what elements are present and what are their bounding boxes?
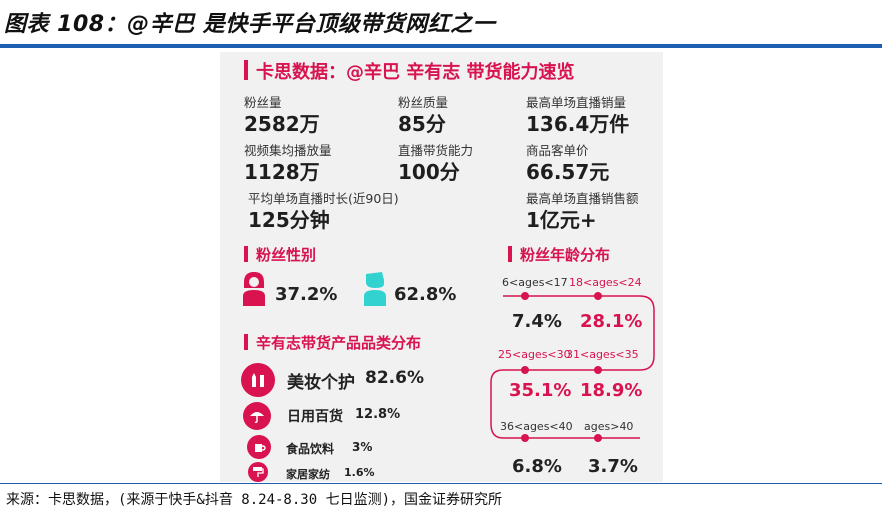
age-value: 28.1% [580, 311, 643, 332]
lipstick-icon [241, 363, 275, 397]
footer-rule [0, 483, 882, 484]
stat-value: 136.4万件 [526, 112, 630, 136]
category-pct: 3% [352, 440, 373, 454]
category-accent-bar [244, 334, 248, 350]
category-pct: 82.6% [365, 368, 424, 388]
category-name: 美妆个护 [287, 373, 355, 393]
source-note: 来源：卡思数据，(来源于快手&抖音 8.24-8.30 七日监测)，国金证券研究… [6, 492, 503, 508]
age-label: 36<ages<40 [500, 420, 573, 433]
age-dot [594, 434, 602, 442]
age-dot [594, 366, 602, 374]
roller-icon [248, 462, 268, 482]
stat-label: 粉丝量 [244, 95, 282, 110]
age-value: 18.9% [580, 380, 643, 401]
gender-title: 粉丝性别 [256, 246, 317, 264]
age-dot [521, 366, 529, 374]
stat-label: 平均单场直播时长(近90日) [248, 191, 399, 206]
age-value: 7.4% [512, 311, 562, 332]
male-pct: 62.8% [394, 284, 457, 305]
female-icon [240, 270, 268, 310]
age-value: 3.7% [588, 456, 638, 477]
category-pct: 12.8% [355, 407, 401, 422]
stat-label: 视频集均播放量 [244, 143, 332, 158]
category-pct: 1.6% [344, 466, 375, 479]
stat-value: 2582万 [244, 112, 320, 136]
header-rule [0, 44, 882, 48]
age-accent-bar [508, 246, 512, 262]
figure-title: 图表 108：@辛巴 是快手平台顶级带货网红之一 [4, 12, 496, 37]
female-pct: 37.2% [275, 284, 338, 305]
stat-label: 最高单场直播销量 [526, 95, 627, 110]
card-title: 卡思数据：@辛巴 辛有志 带货能力速览 [256, 62, 575, 83]
age-timeline-path [490, 295, 655, 439]
umbrella-icon [243, 402, 271, 430]
cup-icon [247, 435, 271, 459]
male-icon [362, 270, 388, 310]
stat-value: 125分钟 [248, 208, 330, 232]
stat-value: 100分 [398, 160, 460, 184]
age-dot [521, 292, 529, 300]
stat-value: 66.57元 [526, 160, 610, 184]
infographic-card: 卡思数据：@辛巴 辛有志 带货能力速览 粉丝量 2582万 粉丝质量 85分 最… [220, 52, 663, 482]
stat-value: 1亿元+ [526, 208, 597, 232]
age-dot [521, 434, 529, 442]
age-value: 35.1% [509, 380, 572, 401]
gender-accent-bar [244, 246, 248, 262]
stat-label: 直播带货能力 [398, 143, 474, 158]
stat-label: 粉丝质量 [398, 95, 449, 110]
age-label: ages>40 [584, 420, 634, 433]
stat-value: 1128万 [244, 160, 320, 184]
stat-label: 最高单场直播销售额 [526, 191, 639, 206]
age-title: 粉丝年龄分布 [520, 246, 611, 264]
age-label: 31<ages<35 [566, 348, 639, 361]
category-name: 食品饮料 [286, 442, 335, 456]
age-label: 25<ages<30 [498, 348, 571, 361]
chart-header: 图表 108：@辛巴 是快手平台顶级带货网红之一 [0, 0, 882, 44]
stat-label: 商品客单价 [526, 143, 589, 158]
stat-value: 85分 [398, 112, 446, 136]
age-label: 6<ages<17 [502, 276, 568, 289]
age-dot [594, 292, 602, 300]
category-title: 辛有志带货产品品类分布 [256, 334, 422, 352]
title-accent-bar [244, 60, 248, 80]
age-value: 6.8% [512, 456, 562, 477]
category-name: 日用百货 [287, 409, 343, 425]
age-label: 18<ages<24 [569, 276, 642, 289]
category-name: 家居家纺 [286, 468, 330, 481]
